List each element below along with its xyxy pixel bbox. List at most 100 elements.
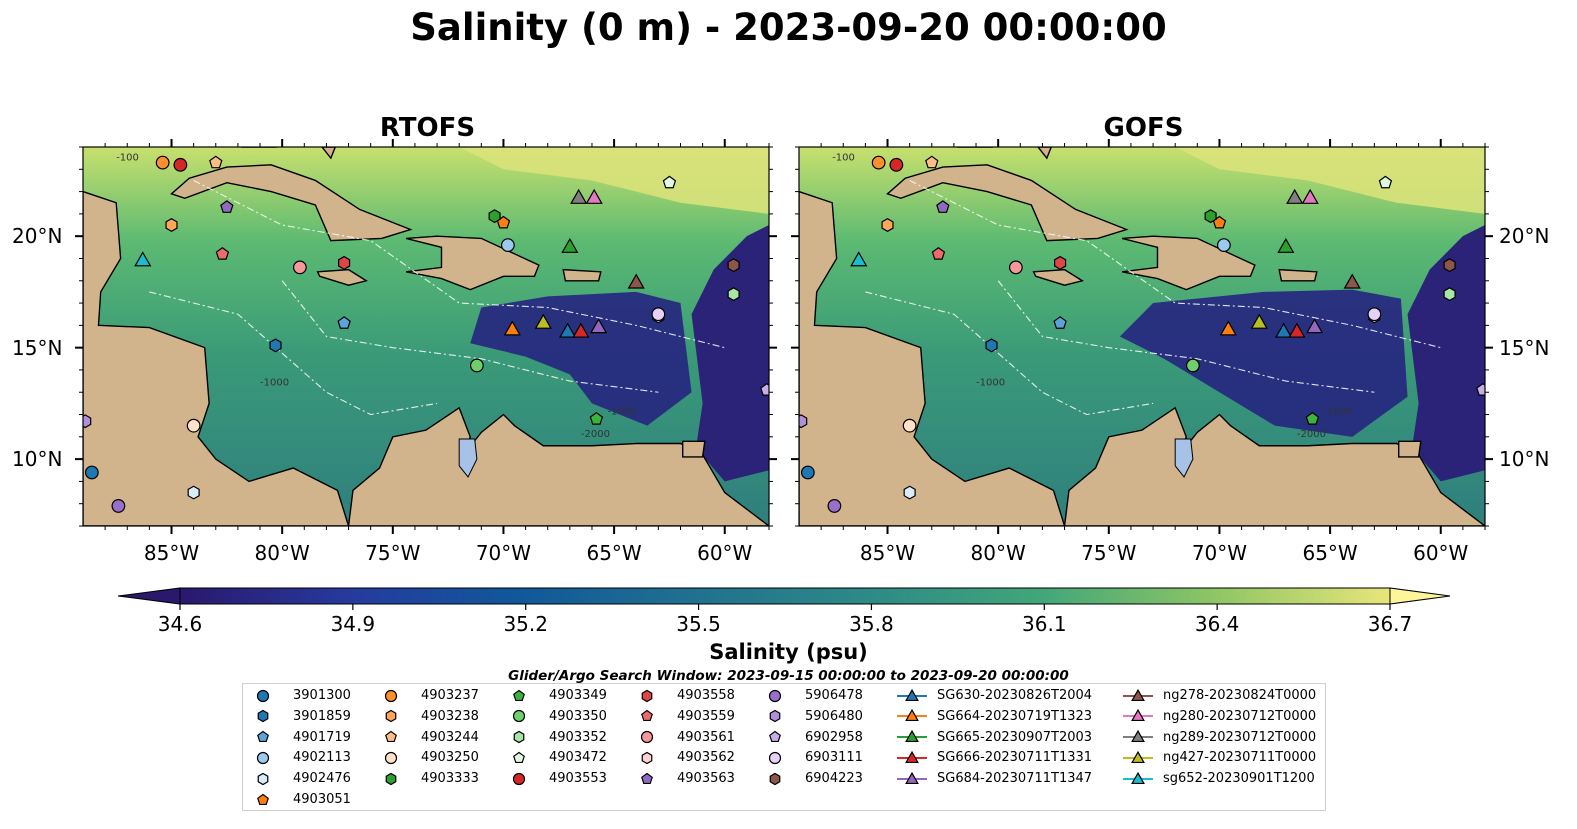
legend-label: 4903250	[421, 750, 479, 766]
contour-label: -2000	[581, 429, 610, 440]
legend-label: 3901300	[293, 688, 351, 703]
legend-label: 6904223	[805, 771, 863, 787]
eez-boundary-line	[865, 291, 1154, 416]
legend-marker-sg652-20230901T1200	[1131, 771, 1145, 784]
argo-float-4903558	[338, 255, 351, 270]
legend-item-4903562: 4903562	[639, 747, 735, 768]
legend-marker-4903553	[512, 772, 526, 785]
legend-item-4902476: 4902476	[255, 768, 351, 789]
glider-SG664-20230719T1323	[503, 320, 521, 336]
argo-float-4903333	[488, 209, 501, 224]
legend-label: 4903237	[421, 688, 479, 703]
legend-marker-SG630-20230826T2004	[905, 688, 919, 701]
legend-label: 4903553	[549, 771, 607, 787]
legend-marker-SG666-20230711T1331	[905, 750, 919, 763]
legend-item-4903563: 4903563	[639, 768, 735, 789]
legend-label: ng280-20230712T0000	[1163, 708, 1317, 724]
argo-float-5906480	[799, 414, 808, 429]
legend-item-4902113: 4902113	[255, 747, 351, 768]
colorbar-tick-label: 36.4	[1194, 612, 1240, 636]
legend: 3901300 3901859 4901719 4902113 4902476 49030…	[242, 683, 1326, 811]
land-trinidad	[1397, 440, 1422, 458]
legend-label: 4903352	[549, 729, 607, 745]
legend-item-4903238: 4903238	[383, 706, 479, 727]
colorbar-extend-max	[1389, 587, 1451, 605]
legend-label: ng289-20230712T0000	[1163, 729, 1317, 745]
land-trinidad	[681, 440, 706, 458]
argo-float-4903553	[889, 157, 904, 172]
argo-float-4903250	[186, 418, 201, 433]
contour-label: -1000	[260, 378, 289, 389]
argo-float-4903561	[292, 260, 307, 275]
legend-label: 4902113	[293, 750, 351, 766]
legend-label: 3901859	[293, 708, 351, 724]
argo-float-4903561	[1008, 260, 1023, 275]
legend-item-ng280-20230712T0000: ng280-20230712T0000	[1121, 706, 1316, 727]
legend-label: SG684-20230711T1347	[937, 771, 1093, 787]
argo-float-4901719	[337, 316, 351, 329]
lat-tick-label: 15°N	[12, 335, 63, 360]
land-bahamas-1	[321, 147, 337, 160]
colorbar-tick-label: 35.2	[503, 612, 548, 636]
map-panel-rtofs: -100 -1000 -1000 -2000	[83, 147, 769, 526]
legend-item-4903350: 4903350	[511, 706, 607, 727]
argo-float-4903333	[1204, 209, 1217, 224]
glider-ng289-20230712T0000	[1286, 188, 1304, 204]
lat-tick-label: 20°N	[1499, 224, 1550, 249]
legend-marker-4903244	[385, 730, 397, 743]
land-jamaica	[316, 268, 369, 286]
legend-label: 4903563	[677, 771, 735, 787]
colorbar-tick-label: 35.8	[849, 612, 894, 636]
legend-item-6902958: 6902958	[767, 727, 863, 748]
legend-label: 4902476	[293, 771, 351, 787]
argo-float-4903349	[589, 411, 604, 425]
legend-item-4903237: 4903237	[383, 685, 479, 706]
argo-float-4903244	[925, 155, 939, 169]
glider-sg652-20230901T1200	[850, 251, 868, 267]
argo-float-4903238	[165, 218, 178, 233]
figure-title: Salinity (0 m) - 2023-09-20 00:00:00	[410, 6, 1167, 49]
colorbar-tick-label: 36.7	[1367, 612, 1413, 636]
eez-boundary-line	[909, 179, 1441, 349]
argo-float-4903558	[1054, 255, 1067, 270]
argo-float-4903559	[931, 246, 946, 260]
legend-label: ng427-20230711T0000	[1163, 750, 1317, 766]
legend-item-ng289-20230712T0000: ng289-20230712T0000	[1121, 727, 1316, 748]
eez-boundary-line	[193, 179, 725, 349]
argo-float-4903350	[469, 358, 484, 373]
legend-label: sg652-20230901T1200	[1163, 771, 1315, 787]
legend-item-5906478: 5906478	[767, 685, 863, 706]
legend-label: 4903333	[421, 771, 479, 787]
legend-marker-SG664-20230719T1323	[905, 709, 919, 722]
legend-marker-ng427-20230711T0000	[1131, 750, 1145, 763]
legend-label: 4903244	[421, 729, 479, 745]
legend-marker-ng289-20230712T0000	[1131, 729, 1145, 743]
legend-item-SG666-20230711T1331: SG666-20230711T1331	[895, 747, 1092, 768]
contour-label: -2000	[1297, 429, 1326, 440]
glider-ng280-20230712T0000	[585, 188, 603, 204]
legend-item-ng278-20230824T0000: ng278-20230824T0000	[1121, 685, 1316, 706]
colorbar-extend-min	[117, 587, 181, 605]
glider-sg652-20230901T1200	[134, 251, 152, 267]
argo-float-4902113	[1216, 238, 1231, 252]
legend-marker-4903333	[385, 772, 397, 785]
legend-marker-4903238	[385, 710, 397, 723]
legend-item-4903250: 4903250	[383, 747, 479, 768]
legend-label: 4903350	[549, 708, 607, 724]
legend-marker-4903472	[513, 751, 525, 763]
glider-ng278-20230824T0000	[627, 273, 645, 289]
legend-marker-6902958	[769, 730, 781, 743]
atlantic-low-salinity	[1407, 225, 1485, 482]
legend-item-SG684-20230711T1347: SG684-20230711T1347	[895, 768, 1092, 789]
argo-float-4903352	[1443, 287, 1456, 302]
land-jamaica	[1032, 268, 1085, 286]
legend-label: 4903051	[293, 792, 351, 807]
argo-float-6902958	[1476, 382, 1485, 396]
map-border	[798, 146, 1486, 527]
legend-marker-4903561	[640, 730, 654, 744]
legend-marker-4903350	[512, 710, 526, 723]
glider-SG684-20230711T1347	[590, 318, 608, 334]
argo-float-4903563	[220, 200, 234, 213]
legend-label: 6902958	[805, 729, 863, 745]
argo-float-4903244	[209, 155, 223, 169]
